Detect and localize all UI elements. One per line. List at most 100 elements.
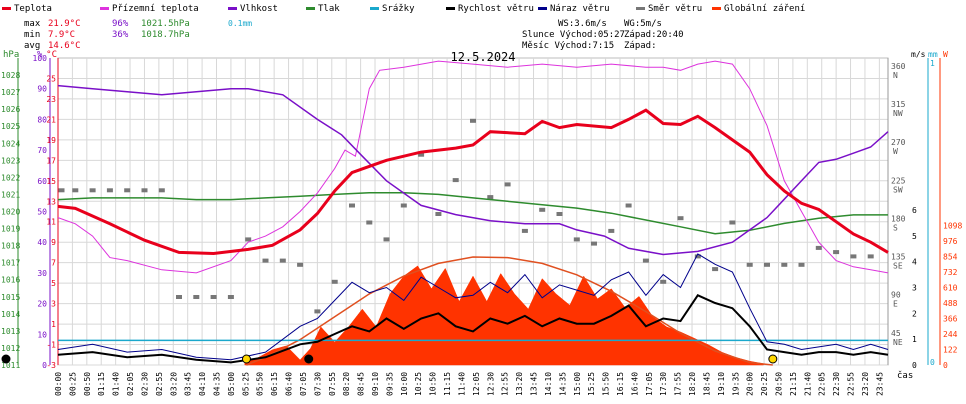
wind-direction-point	[435, 212, 442, 216]
stats-min-label: min	[24, 30, 40, 40]
stats-max-rain: 0.1mm	[228, 19, 252, 28]
x-tick-label: 18:20	[688, 372, 697, 396]
x-tick-label: 23:20	[861, 372, 870, 396]
pressure-tick-label: 1021	[1, 190, 20, 199]
chart-title: 12.5.2024	[450, 50, 515, 64]
x-tick-label: 20:00	[746, 372, 755, 396]
wind-direction-point	[833, 250, 840, 255]
legend-swatch	[636, 7, 645, 10]
pressure-tick-label: 1020	[1, 208, 20, 217]
stats-max-pressure: 1021.5hPa	[141, 19, 190, 29]
wind-dir-tick-degrees: 45	[891, 329, 901, 338]
moonrise-marker	[304, 354, 314, 364]
wind-direction-point	[591, 241, 597, 246]
wind-direction-point	[210, 295, 217, 299]
x-tick-label: 11:15	[443, 372, 452, 396]
temperature-tick-label: 25	[46, 74, 56, 83]
temperature-tick-label: 17	[46, 156, 56, 165]
wind-direction-point	[314, 309, 321, 314]
pressure-tick-label: 1023	[1, 156, 20, 165]
humidity-tick-label: 20	[37, 300, 47, 309]
radiation-tick-label: 1098	[943, 222, 962, 231]
stats-max-humidity: 96%	[112, 19, 129, 29]
temperature-tick-label: 11	[46, 218, 56, 227]
stats-max-temperature: 21.9°C	[48, 19, 81, 29]
wind-direction-point	[158, 188, 165, 193]
pressure-tick-label: 1013	[1, 327, 20, 336]
pressure-tick-label: 1022	[1, 173, 20, 182]
sunset-info: Západ:20:40	[624, 30, 684, 40]
series-wind-gust-line	[57, 253, 889, 361]
legend-swatch	[538, 7, 547, 10]
x-tick-label: 05:00	[227, 372, 236, 396]
x-tick-label: 04:10	[198, 372, 207, 396]
x-tick-label: 01:40	[112, 372, 121, 396]
wind-direction-point	[781, 262, 788, 267]
legend-swatch	[712, 7, 721, 10]
series-clear-sky-radiation-curve	[246, 256, 773, 366]
wind-direction-point	[279, 258, 286, 263]
wind-direction-point	[521, 228, 528, 233]
humidity-tick-label: 10	[37, 330, 47, 339]
wind-direction-point	[106, 188, 113, 193]
x-tick-label: 13:20	[515, 372, 524, 396]
moon-marker	[1, 354, 11, 364]
x-tick-label: 07:55	[328, 372, 337, 396]
radiation-tick-label: 488	[943, 299, 958, 308]
wind-dir-tick-degrees: 90	[891, 291, 901, 300]
pressure-tick-label: 1015	[1, 293, 20, 302]
wind-dir-tick-degrees: 135	[891, 253, 906, 262]
wind-direction-point	[556, 212, 563, 216]
humidity-tick-label: 30	[37, 269, 47, 278]
pressure-tick-label: 1016	[1, 276, 20, 285]
radiation-tick-label: 122	[943, 346, 958, 355]
wind-dir-tick-degrees: 180	[891, 214, 906, 223]
radiation-tick-label: 366	[943, 315, 958, 324]
pressure-tick-label: 1027	[1, 88, 20, 97]
x-tick-label: 12:30	[486, 372, 495, 396]
pressure-tick-label: 1014	[1, 310, 20, 319]
wind-direction-point	[694, 254, 701, 259]
pressure-tick-label: 1017	[1, 259, 20, 268]
wind-dir-tick-compass: SW	[893, 185, 903, 194]
stats-max-label: max	[24, 19, 41, 29]
temperature-tick-label: 7	[51, 259, 56, 268]
wind-direction-point	[176, 295, 182, 299]
wind-dir-tick-degrees: 360	[891, 62, 906, 71]
x-tick-label: 12:05	[472, 372, 481, 396]
x-tick-label: 10:00	[400, 372, 409, 396]
wind-direction-point	[470, 118, 476, 123]
temperature-tick-label: 23	[46, 95, 56, 104]
wind-dir-tick-compass: SE	[893, 262, 903, 271]
x-tick-label: 17:55	[674, 372, 683, 396]
x-tick-label: 06:15	[270, 372, 279, 396]
pressure-tick-label: 1028	[1, 71, 20, 80]
wind-direction-point	[625, 203, 632, 208]
series-temperature-line	[57, 108, 889, 256]
x-tick-label: 09:35	[385, 372, 394, 396]
x-tick-label: 14:10	[544, 372, 553, 396]
legend-label: Srážky	[382, 4, 415, 14]
stats-min-humidity: 36%	[112, 30, 129, 40]
humidity-axis-unit: %	[37, 50, 43, 60]
legend-swatch	[306, 7, 315, 10]
wind-direction-point	[608, 228, 615, 233]
wind-speed-axis-unit: m/s	[911, 50, 926, 59]
pressure-tick-label: 1012	[1, 344, 20, 353]
x-tick-label: 06:40	[285, 372, 294, 396]
humidity-tick-label: 0	[42, 361, 47, 370]
radiation-tick-label: 244	[943, 330, 958, 339]
wind-direction-point	[193, 295, 200, 299]
x-tick-label: 08:20	[342, 372, 351, 396]
rain-axis-unit: mm	[928, 50, 938, 59]
wind-direction-point	[452, 178, 459, 183]
x-tick-label: 23:45	[875, 372, 884, 396]
series-ground-temperature-line	[57, 60, 889, 274]
radiation-tick-label: 610	[943, 284, 958, 293]
wind-direction-point	[72, 188, 79, 193]
wind-direction-point	[89, 188, 96, 193]
wind-direction-point	[487, 195, 494, 200]
pressure-tick-label: 1025	[1, 122, 20, 131]
x-tick-label: 00:25	[68, 372, 77, 396]
temperature-tick-label: -3	[46, 361, 56, 370]
